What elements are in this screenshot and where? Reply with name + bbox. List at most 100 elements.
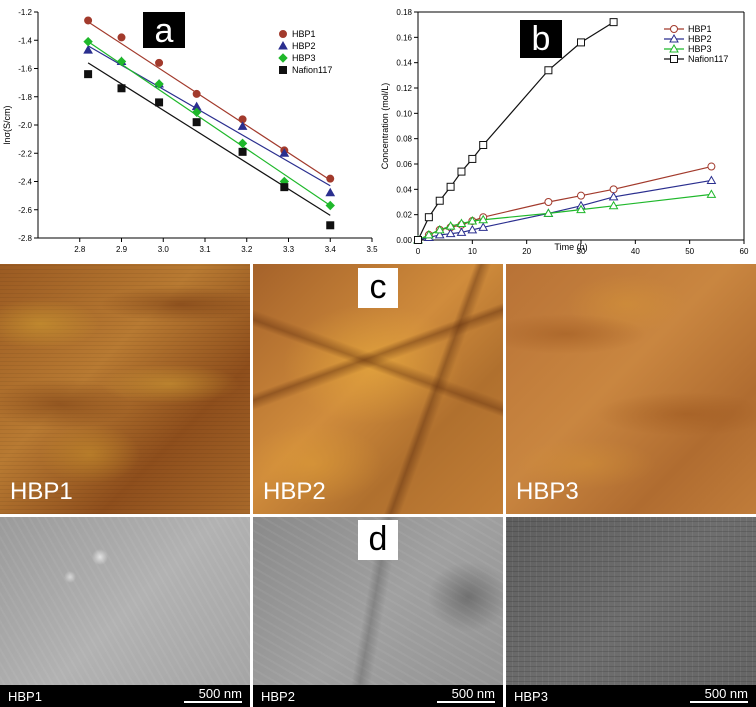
panel-label-a: a <box>143 12 185 50</box>
panel-label-d: d <box>358 520 398 560</box>
chart-a-point-hbp1 <box>192 89 201 98</box>
chart-a-y-tick-label: -1.2 <box>18 8 32 17</box>
chart-b-legend-marker-hbp2 <box>669 33 679 43</box>
chart-b-point-nafion117 <box>544 66 553 75</box>
chart-a-point-hbp1 <box>84 16 93 25</box>
chart-b-legend-marker-nafion117 <box>670 55 678 63</box>
scale-bar-label-hbp1: 500 nm <box>198 686 242 701</box>
chart-a-point-nafion117 <box>155 98 164 107</box>
chart-b-x-axis-label: Time (h) <box>554 242 587 252</box>
chart-a-x-tick-label: 3.5 <box>366 245 378 254</box>
panel-label-c: c <box>358 268 398 308</box>
chart-a-x-tick-label: 3.2 <box>241 245 253 254</box>
chart-a-point-nafion117 <box>326 221 335 230</box>
chart-a-y-tick-label: -1.4 <box>18 36 32 45</box>
chart-b-point-nafion117 <box>457 167 466 176</box>
chart-b-y-tick-label: 0.04 <box>396 185 412 194</box>
chart-b-point-hbp1 <box>609 185 618 194</box>
chart-b-legend-marker-hbp1 <box>670 25 678 33</box>
panel-label-b: b <box>520 20 562 58</box>
chart-b-point-nafion117 <box>468 154 477 163</box>
chart-b-y-tick-label: 0.18 <box>396 8 412 17</box>
chart-b-legend-label-hbp1: HBP1 <box>688 24 712 34</box>
sem-image-hbp1: HBP1 500 nm <box>0 517 250 707</box>
sem-info-bar-hbp2: HBP2 500 nm <box>253 685 503 707</box>
chart-b-point-nafion117 <box>414 236 422 244</box>
chart-a-fit-line-nafion117 <box>87 62 331 216</box>
afm-label-hbp3: HBP3 <box>516 478 579 505</box>
chart-b-point-hbp3 <box>434 224 445 234</box>
chart-b-point-hbp1 <box>707 162 716 171</box>
chart-a-point-hbp1 <box>326 174 335 183</box>
chart-a-point-hbp3 <box>116 56 127 67</box>
chart-b-y-tick-label: 0.00 <box>396 236 412 245</box>
sem-info-bar-hbp3: HBP3 500 nm <box>506 685 756 707</box>
chart-b-point-hbp2 <box>608 191 619 201</box>
chart-a-point-nafion117 <box>84 70 93 79</box>
chart-b-legend-label-nafion117: Nafion117 <box>688 54 728 64</box>
chart-a-x-tick-label: 3.1 <box>199 245 211 254</box>
chart-b-point-nafion117 <box>479 141 488 149</box>
chart-b-point-hbp3 <box>424 229 434 239</box>
chart-a-x-tick-label: 3.0 <box>158 245 170 254</box>
chart-b-point-hbp3 <box>543 208 554 217</box>
chart-a-point-hbp3 <box>154 79 164 89</box>
chart-b-point-hbp2 <box>478 222 489 231</box>
chart-b-point-hbp3 <box>478 214 489 224</box>
chart-b-legend-label-hbp2: HBP2 <box>688 34 712 44</box>
chart-a-y-tick-label: -2.6 <box>18 206 32 215</box>
chart-a-x-tick-label: 2.9 <box>116 245 128 254</box>
chart-b-point-nafion117 <box>446 182 455 191</box>
chart-b-point-hbp3 <box>467 215 478 225</box>
chart-b-point-hbp3 <box>576 204 586 214</box>
afm-label-hbp2: HBP2 <box>263 478 326 505</box>
chart-a-y-tick-label: -2.2 <box>18 149 32 158</box>
scale-bar-hbp2 <box>437 701 495 703</box>
chart-a-legend-marker-hbp1 <box>279 30 287 38</box>
chart-b-y-tick-label: 0.08 <box>396 135 412 144</box>
chart-a-point-hbp2 <box>279 148 290 157</box>
chart-a-fit-line-hbp1 <box>87 21 331 181</box>
chart-b-point-nafion117 <box>424 213 433 222</box>
chart-b-y-tick-label: 0.02 <box>396 211 412 220</box>
afm-label-hbp1: HBP1 <box>10 478 73 505</box>
chart-a-point-nafion117 <box>192 118 201 127</box>
chart-a-x-tick-label: 3.3 <box>283 245 295 254</box>
chart-a-point-nafion117 <box>280 183 289 192</box>
chart-a-point-hbp2 <box>83 45 93 54</box>
chart-a-y-tick-label: -1.8 <box>18 93 32 102</box>
chart-b-point-hbp2 <box>456 227 467 236</box>
chart-b-y-tick-label: 0.10 <box>396 109 412 118</box>
chart-a-legend-marker-nafion117 <box>279 66 287 74</box>
sem-info-bar-hbp1: HBP1 500 nm <box>0 685 250 707</box>
chart-b: 0 10 20 30 40 50 60 0.00 0.02 0.04 0.06 0.08 0.10 0.1… <box>380 8 749 256</box>
chart-a-point-hbp3 <box>237 138 248 149</box>
scale-bar-hbp3 <box>690 701 748 703</box>
chart-a-point-hbp2 <box>325 187 336 197</box>
chart-a-point-hbp3 <box>191 107 202 117</box>
chart-a-x-tick-label: 2.8 <box>74 245 86 254</box>
sem-image-hbp3: HBP3 500 nm <box>506 517 756 707</box>
chart-b-legend-marker-hbp3 <box>669 43 679 53</box>
sem-label-hbp3: HBP3 <box>514 689 548 704</box>
scale-bar-hbp1 <box>184 701 242 703</box>
afm-image-hbp1: HBP1 <box>0 264 250 514</box>
chart-a: 2.8 2.9 3.0 3.1 3.2 3.3 3.4 3.5 -1.2 -1.4 -1.6 -1.8… <box>2 8 378 254</box>
sem-label-hbp1: HBP1 <box>8 689 42 704</box>
chart-b-point-hbp3 <box>456 218 467 228</box>
scale-bar-label-hbp3: 500 nm <box>704 686 748 701</box>
chart-b-point-nafion117 <box>609 18 618 27</box>
chart-b-y-tick-label: 0.06 <box>396 160 412 169</box>
chart-a-y-tick-label: -2.0 <box>18 121 32 130</box>
chart-b-point-hbp3 <box>706 189 717 198</box>
chart-a-y-tick-label: -1.6 <box>18 65 32 74</box>
chart-b-point-hbp2 <box>434 229 445 239</box>
chart-b-y-tick-label: 0.16 <box>396 33 412 42</box>
chart-a-point-hbp3 <box>83 36 93 47</box>
chart-b-x-tick-label: 10 <box>468 247 477 256</box>
chart-a-legend-marker-hbp3 <box>278 53 288 63</box>
chart-a-legend-label-hbp1: HBP1 <box>292 29 316 39</box>
chart-a-point-hbp2 <box>237 121 248 130</box>
chart-b-x-tick-label: 50 <box>685 247 694 256</box>
sem-label-hbp2: HBP2 <box>261 689 295 704</box>
